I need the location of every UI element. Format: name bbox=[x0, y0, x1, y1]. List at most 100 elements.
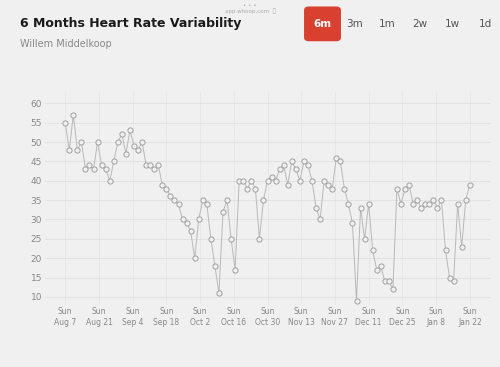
Point bbox=[292, 166, 300, 172]
Point bbox=[385, 279, 393, 284]
Point bbox=[389, 286, 397, 292]
Point bbox=[336, 159, 344, 164]
Point bbox=[94, 139, 102, 145]
Point bbox=[215, 290, 223, 296]
Point bbox=[413, 197, 421, 203]
Point bbox=[442, 247, 450, 253]
Point bbox=[150, 166, 158, 172]
Point bbox=[186, 228, 194, 234]
Point bbox=[231, 267, 239, 273]
Point bbox=[78, 139, 86, 145]
Point bbox=[284, 182, 292, 188]
Point bbox=[114, 139, 122, 145]
Point bbox=[106, 178, 114, 184]
Point bbox=[162, 186, 170, 192]
Point bbox=[190, 255, 198, 261]
Text: 1w: 1w bbox=[445, 19, 460, 29]
Point bbox=[438, 197, 446, 203]
Point bbox=[368, 247, 376, 253]
Point bbox=[458, 244, 466, 250]
Point bbox=[454, 201, 462, 207]
Point bbox=[417, 205, 425, 211]
Text: 3m: 3m bbox=[346, 19, 364, 29]
Point bbox=[300, 159, 308, 164]
Point bbox=[372, 267, 380, 273]
Point bbox=[401, 186, 409, 192]
Point bbox=[352, 298, 360, 304]
Point bbox=[138, 139, 146, 145]
Point bbox=[256, 236, 264, 242]
Point bbox=[203, 201, 211, 207]
Point bbox=[308, 178, 316, 184]
Point bbox=[260, 197, 268, 203]
Point bbox=[219, 209, 227, 215]
Point bbox=[134, 147, 142, 153]
Point bbox=[74, 147, 82, 153]
Point bbox=[280, 162, 287, 168]
Point bbox=[199, 197, 207, 203]
Point bbox=[377, 263, 385, 269]
Text: 6m: 6m bbox=[314, 19, 332, 29]
Point bbox=[239, 178, 247, 184]
Text: 1m: 1m bbox=[379, 19, 396, 29]
Point bbox=[462, 197, 469, 203]
Point bbox=[223, 197, 231, 203]
Point bbox=[288, 159, 296, 164]
Point bbox=[356, 205, 364, 211]
Point bbox=[70, 112, 78, 118]
Point bbox=[102, 166, 110, 172]
Point bbox=[304, 162, 312, 168]
Point bbox=[393, 186, 401, 192]
Point bbox=[446, 275, 454, 280]
Point bbox=[422, 201, 430, 207]
Point bbox=[178, 217, 186, 222]
Point bbox=[146, 162, 154, 168]
Point bbox=[207, 236, 215, 242]
Point bbox=[340, 186, 348, 192]
Point bbox=[272, 178, 280, 184]
Point bbox=[426, 201, 434, 207]
Point bbox=[466, 182, 474, 188]
Point bbox=[332, 155, 340, 160]
Text: Willem Middelkoop: Willem Middelkoop bbox=[20, 39, 112, 48]
Point bbox=[142, 162, 150, 168]
Point bbox=[166, 193, 174, 199]
Point bbox=[324, 182, 332, 188]
Point bbox=[276, 166, 283, 172]
Point bbox=[126, 127, 134, 133]
Point bbox=[320, 178, 328, 184]
Point bbox=[430, 197, 438, 203]
Point bbox=[82, 166, 90, 172]
Point bbox=[90, 166, 98, 172]
Point bbox=[66, 147, 74, 153]
Point bbox=[434, 205, 442, 211]
Point bbox=[122, 151, 130, 157]
Point bbox=[130, 143, 138, 149]
Point bbox=[235, 178, 243, 184]
Text: 6 Months Heart Rate Variability: 6 Months Heart Rate Variability bbox=[20, 17, 242, 29]
Point bbox=[211, 263, 219, 269]
Point bbox=[182, 221, 190, 226]
Point bbox=[174, 201, 182, 207]
Point bbox=[296, 178, 304, 184]
Point bbox=[264, 178, 272, 184]
Point bbox=[312, 205, 320, 211]
Point bbox=[61, 120, 69, 126]
Point bbox=[405, 182, 413, 188]
Point bbox=[118, 131, 126, 137]
Point bbox=[344, 201, 352, 207]
Point bbox=[348, 221, 356, 226]
Point bbox=[170, 197, 178, 203]
Point bbox=[194, 217, 202, 222]
Text: app.whoop.com  ⓘ: app.whoop.com ⓘ bbox=[224, 8, 276, 14]
Text: 2w: 2w bbox=[412, 19, 428, 29]
Point bbox=[86, 162, 94, 168]
Point bbox=[227, 236, 235, 242]
Point bbox=[248, 178, 256, 184]
Point bbox=[328, 186, 336, 192]
Point bbox=[268, 174, 276, 180]
Point bbox=[252, 186, 260, 192]
Point bbox=[154, 162, 162, 168]
Point bbox=[381, 279, 389, 284]
Point bbox=[364, 201, 372, 207]
